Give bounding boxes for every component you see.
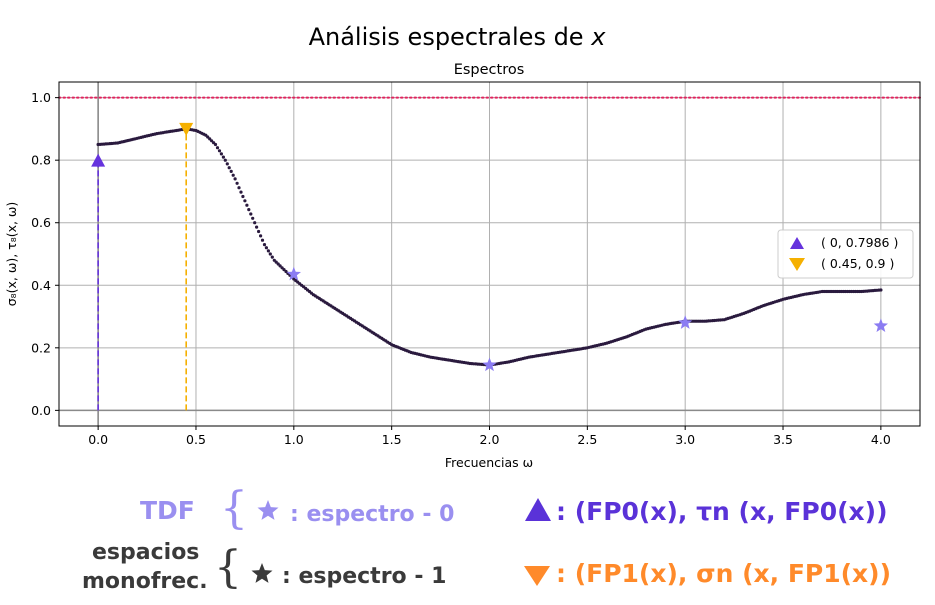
x-axis-ticks: 0.0 0.5 1.0 1.5 2.0 2.5 3.0 3.5 4.0 bbox=[88, 426, 891, 447]
curve-point bbox=[266, 249, 270, 253]
x-axis-label: Frecuencias ω bbox=[445, 455, 533, 470]
y-tick-label: 0.4 bbox=[31, 278, 51, 293]
curve-point bbox=[257, 229, 261, 234]
suptitle-variable: x bbox=[590, 23, 606, 51]
annotation-triangle-up-icon bbox=[525, 498, 551, 521]
curve-point bbox=[247, 208, 251, 212]
annotation-brace-top: { bbox=[220, 483, 248, 534]
figure-suptitle: Análisis espectrales de x bbox=[309, 23, 607, 51]
curve-point bbox=[210, 139, 214, 143]
legend-triangle-down-marker bbox=[789, 258, 805, 271]
curve-point bbox=[259, 234, 263, 238]
curve-point bbox=[213, 142, 218, 147]
legend-triangle-up-marker bbox=[790, 237, 804, 249]
curve-point bbox=[270, 255, 274, 259]
legend: ( 0, 0.7986 ) ( 0.45, 0.9 ) bbox=[777, 229, 914, 279]
curve-point bbox=[260, 238, 265, 242]
y-tick-label: 0.2 bbox=[31, 340, 51, 355]
highlight-markers bbox=[91, 122, 194, 167]
spectrum-1-curve bbox=[96, 127, 883, 367]
curve-point bbox=[278, 264, 282, 268]
curve-point bbox=[217, 149, 222, 153]
x-tick-label: 2.5 bbox=[577, 432, 597, 447]
curve-point bbox=[235, 181, 239, 185]
curve-point bbox=[879, 288, 883, 292]
x-tick-label: 1.5 bbox=[382, 432, 402, 447]
x-tick-label: 0.5 bbox=[186, 432, 206, 447]
annotation-brace-bottom: { bbox=[214, 542, 242, 593]
annotation-espacios: espacios bbox=[92, 540, 199, 565]
spectrum-0-stars bbox=[286, 266, 888, 372]
curve-point bbox=[262, 243, 267, 247]
y-tick-label: 0.6 bbox=[31, 215, 51, 230]
highlight-stems bbox=[97, 128, 187, 411]
curve-point bbox=[221, 155, 225, 159]
spectrum-0-star-3 bbox=[873, 318, 888, 332]
legend-box bbox=[777, 229, 914, 279]
annotation-fp1: : (FP1(x), σn (x, FP1(x)) bbox=[556, 559, 891, 588]
x-tick-label: 2.0 bbox=[480, 432, 500, 447]
annotation-tdf: TDF bbox=[140, 496, 195, 525]
spectrum-0-star-1 bbox=[482, 357, 497, 372]
x-tick-label: 4.0 bbox=[871, 432, 891, 447]
annotation-triangle-down-icon bbox=[524, 566, 550, 586]
curve-point bbox=[245, 203, 249, 207]
axes-title: Espectros bbox=[454, 62, 525, 78]
y-tick-label: 0.8 bbox=[31, 153, 51, 168]
curve-point bbox=[274, 260, 278, 264]
curve-point bbox=[223, 158, 227, 162]
curve-point bbox=[233, 177, 237, 181]
legend-entry-0: ( 0, 0.7986 ) bbox=[821, 235, 898, 250]
legend-entry-1: ( 0.45, 0.9 ) bbox=[821, 256, 894, 271]
highlight-marker-0 bbox=[91, 153, 106, 167]
curve-point bbox=[249, 212, 253, 216]
curve-point bbox=[227, 166, 231, 170]
annotation-fp0: : (FP0(x), τn (x, FP0(x)) bbox=[556, 497, 888, 526]
annotation-star-light-icon bbox=[257, 500, 279, 520]
curve-point bbox=[268, 252, 272, 256]
plot-area bbox=[58, 81, 921, 427]
curve-point bbox=[255, 225, 259, 229]
curve-point bbox=[237, 186, 241, 190]
curve-point bbox=[229, 169, 233, 173]
curve-point bbox=[239, 190, 243, 194]
highlight-marker-1 bbox=[179, 122, 194, 136]
y-tick-label: 0.0 bbox=[31, 403, 51, 418]
annotation-monofrec: monofrec. bbox=[82, 569, 208, 594]
curve-point bbox=[243, 199, 247, 203]
handwritten-annotations: TDF { : espectro - 0 : (FP0(x), τn (x, F… bbox=[82, 483, 891, 594]
annotation-espectro-0: : espectro - 0 bbox=[290, 502, 454, 527]
x-tick-label: 3.5 bbox=[773, 432, 793, 447]
curve-point bbox=[264, 246, 268, 250]
curve-point bbox=[282, 268, 286, 272]
x-tick-label: 1.0 bbox=[284, 432, 304, 447]
curve-point bbox=[251, 216, 255, 220]
curve-point bbox=[253, 221, 257, 225]
suptitle-text: Análisis espectrales de bbox=[309, 23, 592, 51]
curve-point bbox=[219, 152, 223, 156]
curve-point bbox=[225, 162, 229, 166]
x-tick-label: 3.0 bbox=[675, 432, 695, 447]
y-axis-ticks: 0.0 0.2 0.4 0.6 0.8 1.0 bbox=[31, 90, 59, 418]
curve-point bbox=[215, 146, 220, 150]
curve-point bbox=[231, 173, 235, 177]
curve-point bbox=[206, 135, 210, 139]
annotation-star-dark-icon bbox=[251, 563, 273, 583]
spectrum-0-star-0 bbox=[286, 266, 301, 281]
annotation-espectro-1: : espectro - 1 bbox=[282, 564, 446, 589]
curve-point bbox=[241, 194, 245, 199]
y-axis-label: σ₈(x, ω), τ₈(x, ω) bbox=[4, 202, 19, 307]
spectrum-0-star-2 bbox=[678, 315, 693, 329]
x-tick-label: 0.0 bbox=[88, 432, 108, 447]
y-tick-label: 1.0 bbox=[31, 90, 51, 105]
